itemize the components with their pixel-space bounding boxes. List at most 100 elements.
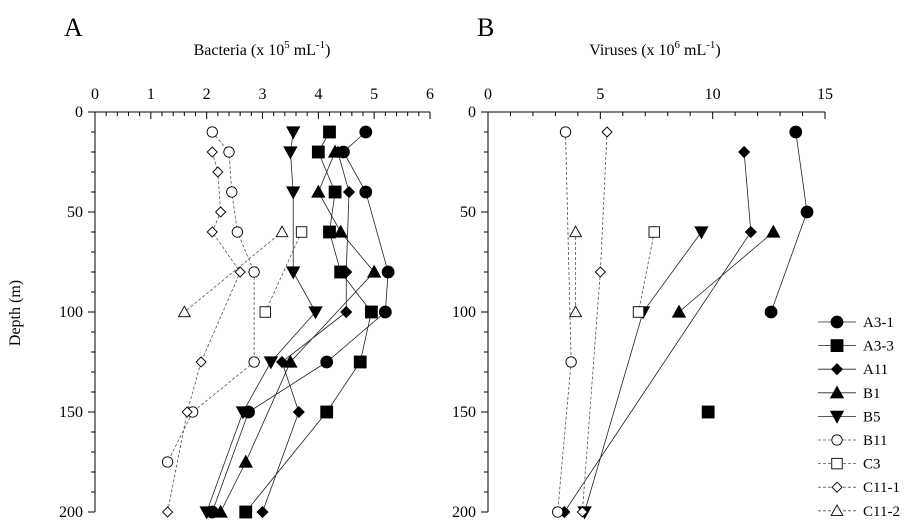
point-c3 <box>648 226 660 238</box>
y-tick-label: 0 <box>75 104 83 121</box>
point-b5 <box>286 186 301 200</box>
point-b1 <box>671 304 687 318</box>
panel-a-ylabel: Depth (m) <box>7 280 24 346</box>
point-b11 <box>226 186 238 198</box>
series-line-b5 <box>206 131 317 513</box>
series-line-c11-2 <box>184 231 283 313</box>
point-a11 <box>744 225 757 239</box>
point-a3-3 <box>311 145 325 159</box>
point-b11 <box>551 506 564 518</box>
y-tick-label: 50 <box>460 204 476 221</box>
point-b11 <box>248 356 260 368</box>
point-c11-1 <box>212 166 224 178</box>
y-tick-label: 200 <box>59 504 83 521</box>
point-b5 <box>286 266 301 280</box>
x-tick-label: 4 <box>314 86 322 103</box>
point-b5 <box>199 506 214 520</box>
point-b1 <box>366 264 382 278</box>
series-line-b11 <box>557 131 572 513</box>
y-tick-label: 100 <box>59 304 83 321</box>
point-a3-3 <box>323 125 336 139</box>
point-b1 <box>333 224 348 238</box>
point-a3-1 <box>320 355 334 369</box>
point-c11-1 <box>594 266 606 278</box>
legend-label-c11-1: C11-1 <box>863 480 900 496</box>
point-b5 <box>235 406 251 420</box>
legend-label-a11: A11 <box>863 362 888 378</box>
point-a3-3 <box>364 305 378 319</box>
point-b5 <box>694 226 709 240</box>
y-tick-label: 50 <box>67 204 83 221</box>
point-c11-1 <box>161 506 174 518</box>
point-b5 <box>283 146 298 160</box>
point-b11 <box>559 126 572 138</box>
point-c3 <box>632 306 645 318</box>
legend-label-c3: C3 <box>863 457 881 473</box>
series-line-c11-1 <box>581 131 608 513</box>
point-a11 <box>256 505 269 519</box>
point-a3-3 <box>239 505 253 519</box>
point-b11 <box>565 356 577 368</box>
x-tick-label: 0 <box>91 86 99 103</box>
series-line-a11 <box>564 151 752 513</box>
point-b5 <box>263 356 279 370</box>
point-c3 <box>295 226 308 238</box>
point-b1 <box>327 144 343 158</box>
y-tick-label: 0 <box>468 104 476 121</box>
point-c11-1 <box>601 126 613 138</box>
point-a11 <box>340 265 353 279</box>
panel-b-xlabel: Viruses (x 106 mL-1) <box>589 39 720 59</box>
legend-marker-a3-1 <box>830 315 844 329</box>
point-a3-1 <box>800 205 814 219</box>
legend-label-b1: B1 <box>863 386 881 402</box>
point-b11 <box>248 266 260 278</box>
point-b1 <box>766 224 781 238</box>
legend-marker-c3 <box>831 457 843 470</box>
point-a11 <box>275 355 289 369</box>
point-c11-2 <box>177 305 191 318</box>
x-tick-label: 5 <box>596 86 604 103</box>
legend-marker-a11 <box>830 363 844 376</box>
point-a11 <box>292 405 305 419</box>
panel-a-xlabel: Bacteria (x 105 mL-1) <box>194 39 331 59</box>
y-tick-label: 100 <box>452 304 476 321</box>
panel-b-label: B <box>477 13 494 42</box>
x-tick-label: 2 <box>203 86 211 103</box>
point-b11 <box>206 126 218 138</box>
point-c11-1 <box>181 406 193 418</box>
point-b1 <box>311 184 326 198</box>
point-a3-3 <box>353 355 367 369</box>
point-a3-3 <box>323 225 336 239</box>
point-c11-1 <box>576 506 588 518</box>
panel-a-label: A <box>64 13 83 42</box>
point-a3-1 <box>378 305 392 319</box>
point-b1 <box>213 504 228 518</box>
x-tick-label: 6 <box>426 86 434 103</box>
point-c11-2 <box>569 225 583 238</box>
point-c11-1 <box>195 356 207 368</box>
point-b1 <box>238 454 253 468</box>
point-b5 <box>286 126 301 140</box>
point-b11 <box>223 146 235 158</box>
legend-marker-b1 <box>829 385 845 399</box>
y-tick-label: 150 <box>452 404 476 421</box>
point-c3 <box>259 306 271 318</box>
legend-marker-b5 <box>829 410 845 424</box>
series-line-c11-1 <box>167 151 241 513</box>
legend-marker-c11-2 <box>830 504 844 516</box>
point-b1 <box>283 354 298 368</box>
x-tick-label: 15 <box>817 86 833 103</box>
legend-marker-b11 <box>831 434 843 446</box>
legend-label-b5: B5 <box>863 409 881 425</box>
x-tick-label: 5 <box>370 86 378 103</box>
point-c11-1 <box>214 206 227 218</box>
series-line-a3-1 <box>770 131 808 313</box>
point-a3-1 <box>789 125 803 139</box>
point-c11-1 <box>206 226 218 238</box>
legend-marker-c11-1 <box>831 481 843 493</box>
series-line-b11 <box>167 131 255 463</box>
y-tick-label: 150 <box>59 404 83 421</box>
legend-label-a3-1: A3-1 <box>863 315 894 331</box>
